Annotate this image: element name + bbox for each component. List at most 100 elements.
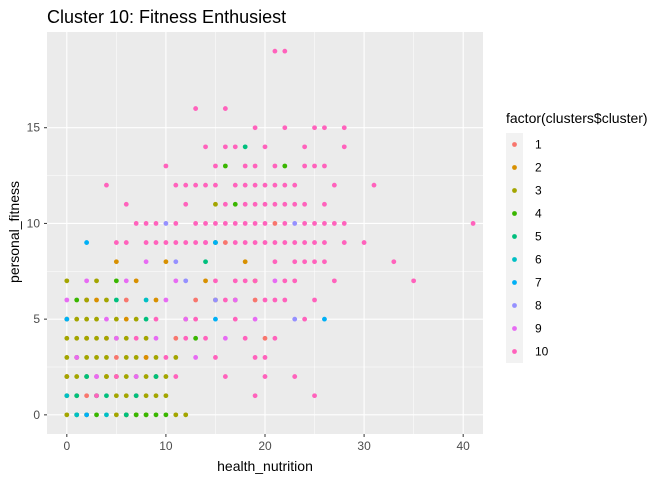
- data-point-cluster-10: [153, 316, 159, 322]
- data-point-cluster-2: [242, 259, 248, 265]
- data-point-cluster-1: [262, 335, 268, 341]
- data-point-cluster-10: [203, 240, 208, 245]
- data-point-cluster-10: [213, 221, 218, 226]
- data-point-cluster-10: [252, 278, 258, 284]
- y-tick-label: 15: [27, 121, 41, 135]
- data-point-cluster-10: [282, 240, 288, 245]
- data-point-cluster-3: [84, 335, 90, 341]
- data-point-cluster-10: [302, 201, 308, 207]
- data-point-cluster-10: [173, 182, 179, 188]
- data-point-cluster-7: [322, 316, 327, 322]
- data-point-cluster-9: [193, 355, 199, 360]
- data-point-cluster-10: [331, 182, 337, 188]
- data-point-cluster-10: [153, 240, 159, 245]
- data-point-cluster-10: [262, 355, 268, 360]
- data-point-cluster-10: [341, 221, 347, 226]
- y-tick-label: 10: [27, 216, 41, 230]
- data-point-cluster-9: [173, 278, 179, 284]
- data-point-cluster-5: [104, 393, 109, 399]
- data-point-cluster-9: [153, 335, 159, 341]
- data-point-cluster-3: [104, 355, 109, 360]
- data-point-cluster-10: [203, 144, 208, 150]
- data-point-cluster-9: [64, 297, 70, 303]
- data-point-cluster-10: [282, 125, 288, 131]
- data-point-cluster-10: [272, 201, 278, 207]
- data-point-cluster-10: [262, 221, 268, 226]
- data-point-cluster-10: [292, 240, 298, 245]
- data-point-cluster-5: [203, 259, 208, 265]
- data-point-cluster-4: [193, 335, 199, 341]
- data-point-cluster-10: [242, 240, 248, 245]
- data-point-cluster-10: [302, 163, 308, 169]
- legend-label: 9: [535, 322, 542, 336]
- data-point-cluster-10: [262, 297, 268, 303]
- legend-label: 4: [535, 207, 542, 221]
- data-point-cluster-10: [222, 106, 228, 111]
- data-point-cluster-10: [213, 278, 218, 284]
- data-point-cluster-3: [64, 412, 70, 418]
- legend-title: factor(clusters$cluster): [506, 110, 648, 126]
- data-point-cluster-10: [104, 182, 109, 188]
- data-point-cluster-2: [94, 297, 99, 303]
- data-point-cluster-6: [143, 297, 149, 303]
- data-point-cluster-10: [193, 240, 199, 245]
- data-point-cluster-10: [183, 240, 189, 245]
- data-point-cluster-10: [262, 240, 268, 245]
- data-point-cluster-10: [222, 201, 228, 207]
- data-point-cluster-10: [143, 221, 149, 226]
- data-point-cluster-1: [84, 393, 90, 399]
- data-point-cluster-7: [213, 316, 218, 322]
- data-point-cluster-10: [193, 316, 199, 322]
- data-point-cluster-3: [143, 393, 149, 399]
- data-point-cluster-8: [163, 221, 169, 226]
- data-point-cluster-7: [213, 240, 218, 245]
- legend-swatch-cluster-8: [512, 303, 517, 308]
- data-point-cluster-10: [331, 278, 337, 284]
- data-point-cluster-10: [252, 125, 258, 131]
- data-point-cluster-10: [153, 221, 159, 226]
- data-point-cluster-2: [123, 316, 129, 322]
- data-point-cluster-3: [173, 355, 179, 360]
- data-point-cluster-10: [312, 393, 317, 399]
- data-point-cluster-3: [123, 335, 129, 341]
- data-point-cluster-10: [272, 240, 278, 245]
- data-point-cluster-10: [341, 125, 347, 131]
- data-point-cluster-10: [183, 201, 189, 207]
- data-point-cluster-2: [133, 278, 139, 284]
- data-point-cluster-10: [292, 201, 298, 207]
- data-point-cluster-10: [252, 163, 258, 169]
- data-point-cluster-3: [153, 393, 159, 399]
- data-point-cluster-10: [470, 221, 476, 226]
- data-point-cluster-10: [312, 297, 317, 303]
- data-point-cluster-9: [113, 335, 119, 341]
- data-point-cluster-10: [312, 259, 317, 265]
- data-point-cluster-10: [292, 278, 298, 284]
- data-point-cluster-10: [312, 221, 317, 226]
- data-point-cluster-10: [272, 163, 278, 169]
- data-point-cluster-10: [252, 182, 258, 188]
- data-point-cluster-3: [74, 316, 80, 322]
- data-point-cluster-10: [232, 316, 238, 322]
- data-point-cluster-10: [203, 182, 208, 188]
- data-point-cluster-10: [341, 240, 347, 245]
- y-tick-label: 0: [33, 408, 40, 422]
- x-tick-label: 30: [357, 439, 371, 453]
- data-point-cluster-10: [222, 221, 228, 226]
- data-point-cluster-3: [113, 412, 119, 418]
- data-point-cluster-10: [163, 355, 169, 360]
- chart-title: Cluster 10: Fitness Enthusiest: [47, 7, 286, 27]
- data-point-cluster-4: [74, 297, 80, 303]
- data-point-cluster-4: [143, 412, 149, 418]
- data-point-cluster-10: [302, 316, 308, 322]
- data-point-cluster-10: [242, 278, 248, 284]
- data-point-cluster-10: [391, 259, 397, 265]
- data-point-cluster-10: [252, 201, 258, 207]
- data-point-cluster-10: [123, 201, 129, 207]
- data-point-cluster-4: [113, 278, 119, 284]
- data-point-cluster-6: [64, 393, 70, 399]
- data-point-cluster-10: [232, 221, 238, 226]
- data-point-cluster-9: [222, 335, 228, 341]
- data-point-cluster-10: [133, 221, 139, 226]
- data-point-cluster-1: [123, 297, 129, 303]
- data-point-cluster-3: [113, 393, 119, 399]
